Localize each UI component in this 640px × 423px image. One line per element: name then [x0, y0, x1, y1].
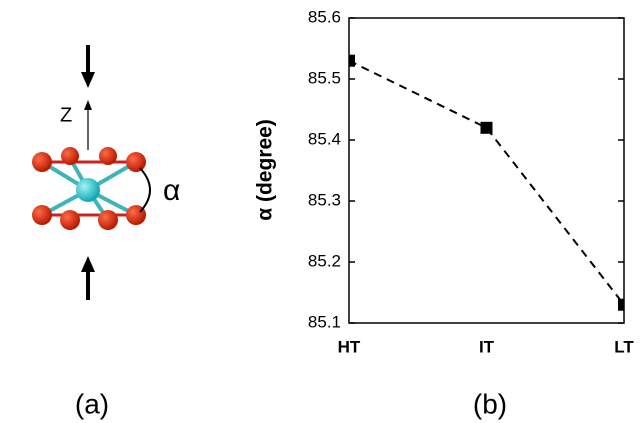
y-tick-label: 85.3 — [308, 190, 341, 209]
data-marker — [618, 298, 624, 311]
arrowhead — [81, 72, 95, 88]
y-tick-label: 85.5 — [308, 68, 341, 87]
y-tick-label: 85.2 — [308, 251, 341, 270]
arrowhead — [84, 100, 92, 110]
x-tick-label: IT — [479, 337, 495, 356]
y-tick-label: 85.6 — [308, 7, 341, 26]
x-tick-label: HT — [338, 337, 361, 356]
atoms — [32, 147, 146, 230]
x-tick-label: LT — [614, 337, 634, 356]
y-axis-label: α (degree) — [254, 119, 277, 221]
alpha-label: α — [163, 174, 180, 207]
data-marker — [480, 121, 493, 134]
z-label: Z — [60, 104, 72, 126]
structure-diagram: Z α — [32, 45, 180, 300]
edges — [42, 160, 136, 217]
plot-frame — [348, 17, 625, 324]
data-marker — [349, 54, 355, 67]
y-tick-label: 85.4 — [308, 129, 341, 148]
panel-label: (a) — [75, 388, 109, 419]
data-line — [348, 59, 625, 306]
arrowhead — [81, 256, 95, 272]
y-tick-label: 85.1 — [308, 312, 341, 331]
angle-arc — [139, 167, 151, 213]
panel-label: (b) — [473, 388, 507, 419]
